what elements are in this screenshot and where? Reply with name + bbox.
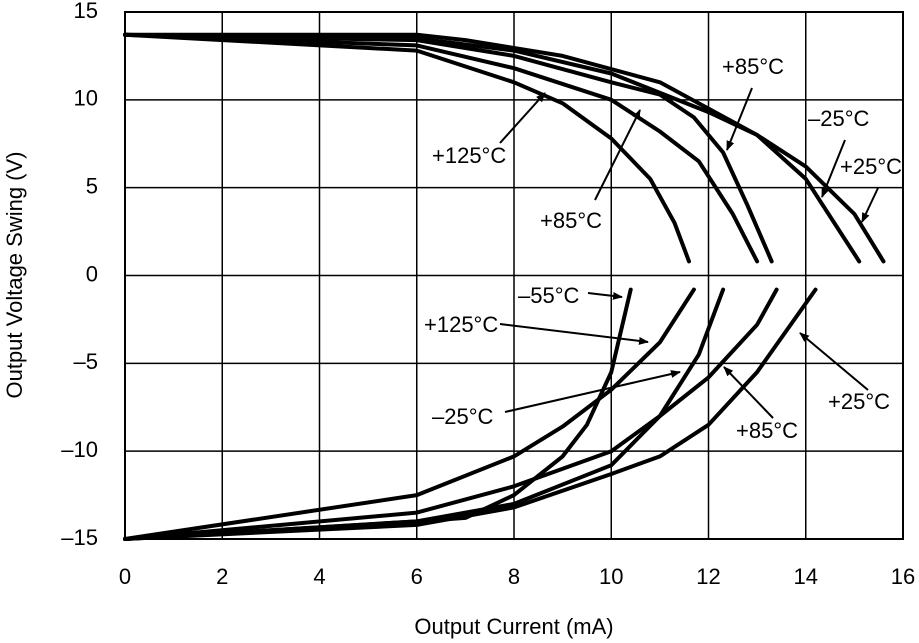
curve-label: –55°C	[518, 283, 580, 308]
label-arrow	[504, 370, 681, 413]
y-tick-label: –5	[74, 349, 98, 374]
curve-label: +125°C	[432, 143, 506, 168]
label-arrow	[861, 187, 879, 223]
label-arrow	[499, 323, 649, 345]
curve-label: +125°C	[424, 312, 498, 337]
x-tick-label: 4	[313, 564, 325, 589]
y-tick-label: 0	[86, 261, 98, 286]
curve-label: –25°C	[432, 404, 494, 429]
curve	[123, 287, 779, 541]
y-tick-label: 15	[74, 0, 98, 23]
curve	[123, 287, 726, 541]
x-tick-label: 10	[599, 564, 623, 589]
curve-label: +85°C	[722, 54, 784, 79]
curve-label: +85°C	[540, 208, 602, 233]
plot-frame	[124, 11, 904, 540]
label-arrow	[587, 291, 623, 300]
y-tick-label: –10	[61, 437, 98, 462]
label-arrow	[594, 109, 641, 201]
y-tick-label: 10	[74, 86, 98, 111]
y-axis-title: Output Voltage Swing (V)	[2, 151, 27, 398]
label-arrow	[799, 332, 869, 391]
x-axis-title: Output Current (mA)	[414, 614, 613, 639]
label-arrow	[726, 87, 753, 151]
curve-label: +25°C	[828, 389, 890, 414]
x-tick-label: 12	[696, 564, 720, 589]
label-arrow	[723, 366, 774, 419]
x-tick-label: 6	[411, 564, 423, 589]
y-tick-label: 5	[86, 173, 98, 198]
label-arrow	[499, 92, 546, 144]
curve	[123, 287, 696, 541]
curve	[123, 32, 886, 264]
x-tick-label: 8	[508, 564, 520, 589]
x-tick-label: 0	[119, 564, 131, 589]
curve-label: +85°C	[736, 418, 798, 443]
curve-label: +25°C	[840, 154, 902, 179]
x-tick-label: 2	[216, 564, 228, 589]
curve-label: –25°C	[808, 106, 870, 131]
x-tick-label: 16	[891, 564, 915, 589]
x-tick-label: 14	[794, 564, 818, 589]
curve	[123, 32, 862, 264]
y-tick-label: –15	[61, 525, 98, 550]
curve	[123, 287, 818, 541]
curve	[123, 32, 691, 264]
